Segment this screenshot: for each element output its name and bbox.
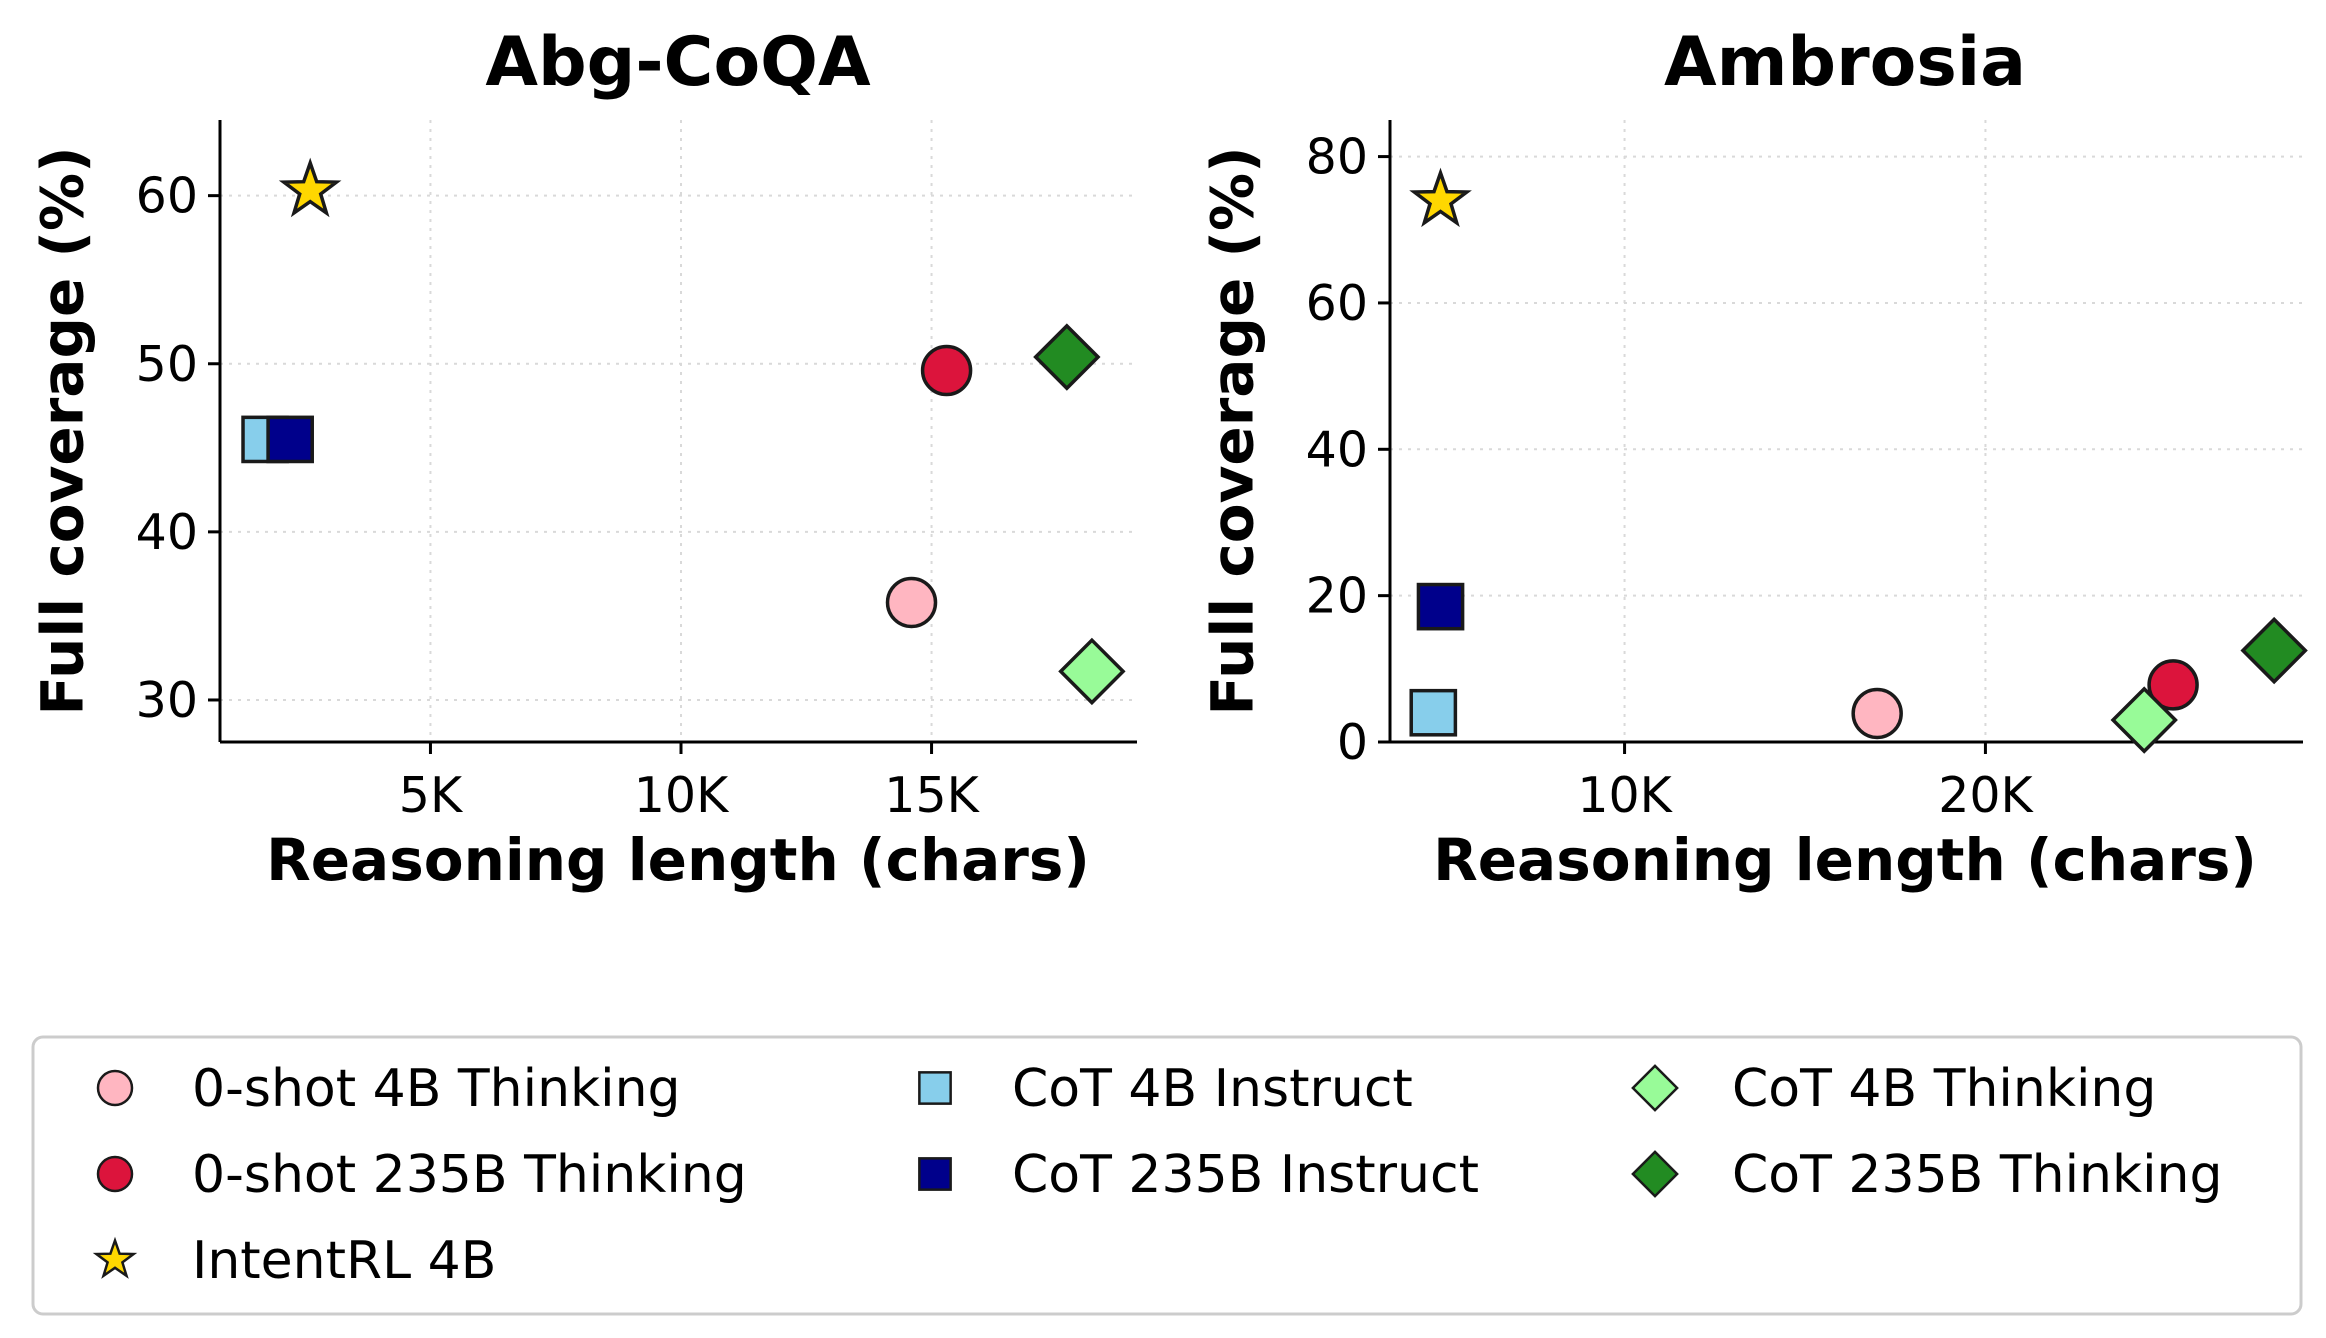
legend-0-shot-235b-thinking-marker [96, 1155, 134, 1193]
panel-abg-coqa: 5K 10K 15K 30 40 50 60 Abg-CoQA Reasoning length… [28, 23, 1137, 894]
point-cot-4b-thinking [2110, 686, 2178, 754]
legend-cot-235b-thinking-label: CoT 235B Thinking [1732, 1145, 2223, 1205]
point-0-shot-235b-thinking [920, 344, 973, 397]
chart-title: Ambrosia [1664, 23, 2026, 102]
legend-intentrl-4b-marker [92, 1236, 138, 1279]
chart-title: Abg-CoQA [485, 23, 871, 102]
y-tick-label: 60 [136, 168, 198, 225]
y-axis-label: Full coverage (%) [28, 146, 96, 715]
point-0-shot-4b-thinking [885, 576, 938, 629]
y-tick-label: 30 [136, 672, 198, 729]
legend-cot-235b-instruct-label: CoT 235B Instruct [1012, 1145, 1479, 1205]
x-tick-label: 10K [1577, 767, 1673, 824]
x-axis-label: Reasoning length (chars) [266, 826, 1090, 894]
y-tick-label: 50 [136, 336, 198, 393]
x-tick-label: 5K [399, 767, 464, 824]
point-0-shot-235b-thinking [2147, 659, 2199, 711]
x-axis-label: Reasoning length (chars) [1433, 826, 2257, 894]
legend-cot-4b-thinking-marker [1631, 1064, 1679, 1112]
point-cot-235b-instruct [266, 415, 314, 464]
legend-cot-235b-instruct-marker [918, 1157, 952, 1191]
y-tick-label: 0 [1337, 714, 1368, 771]
legend-intentrl-4b-label: IntentRL 4B [192, 1231, 496, 1291]
y-tick-label: 80 [1306, 129, 1368, 186]
point-intentrl-4b [278, 157, 342, 218]
point-cot-4b-thinking [1058, 637, 1126, 706]
legend-frame [31, 1035, 2303, 1316]
y-tick-label: 40 [1306, 421, 1368, 478]
legend-0-shot-4b-thinking-label: 0-shot 4B Thinking [192, 1059, 681, 1119]
legend-cot-4b-thinking-label: CoT 4B Thinking [1732, 1059, 2156, 1119]
y-tick-label: 20 [1306, 568, 1368, 625]
point-cot-235b-thinking [2240, 616, 2308, 685]
legend: 0-shot 4B Thinking 0-shot 235B Thinking In… [31, 1035, 2303, 1316]
x-tick-label: 10K [634, 767, 730, 824]
y-axis-label: Full coverage (%) [1198, 146, 1266, 715]
y-tick-label: 40 [136, 504, 198, 561]
x-tick-label: 20K [1938, 767, 2034, 824]
legend-0-shot-4b-thinking-marker [96, 1069, 134, 1107]
x-tick-label: 15K [884, 767, 980, 824]
legend-cot-235b-thinking-marker [1631, 1150, 1679, 1198]
panel-ambrosia: 10K 20K 0 20 40 60 80 Ambrosia Reasoning length … [1198, 23, 2308, 894]
point-cot-4b-instruct [1409, 688, 1458, 737]
legend-cot-4b-instruct-label: CoT 4B Instruct [1012, 1059, 1413, 1119]
point-cot-235b-thinking [1033, 323, 1101, 391]
point-intentrl-4b [1409, 167, 1472, 228]
y-tick-label: 60 [1306, 275, 1368, 332]
point-cot-235b-instruct [1416, 582, 1465, 631]
point-0-shot-4b-thinking [1851, 687, 1903, 740]
legend-0-shot-235b-thinking-label: 0-shot 235B Thinking [192, 1145, 747, 1205]
legend-cot-4b-instruct-marker [918, 1071, 952, 1105]
